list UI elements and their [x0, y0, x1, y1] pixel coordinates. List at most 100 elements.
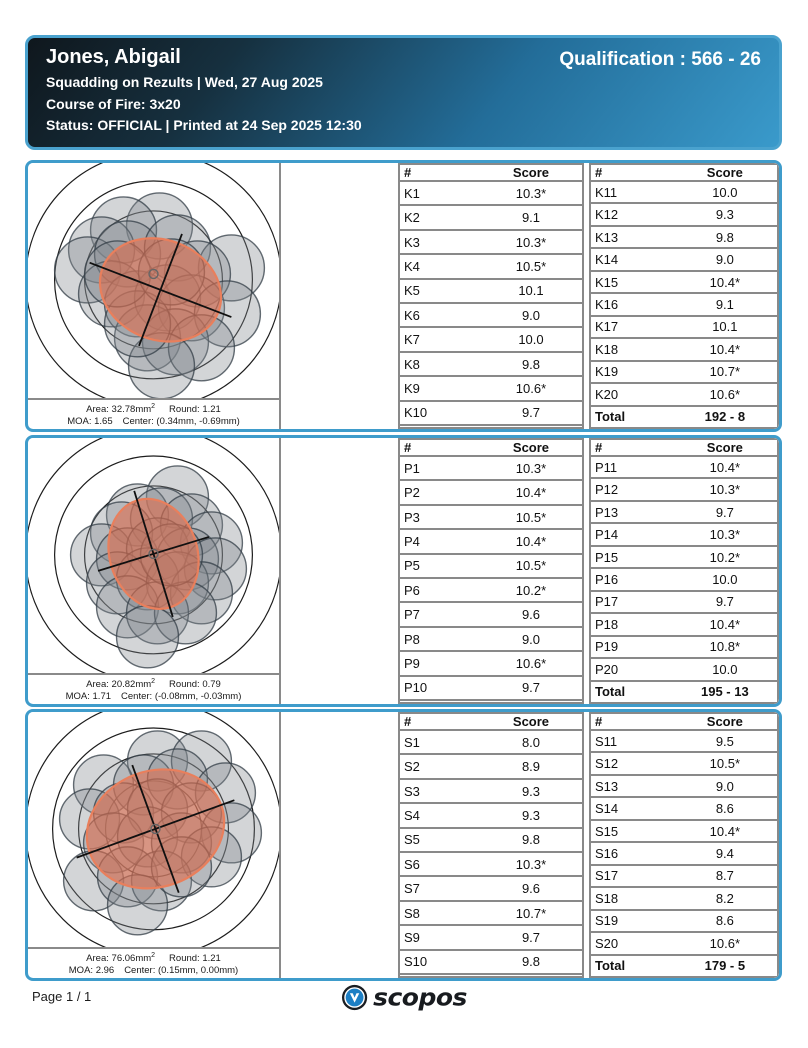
shot-score: 10.6* [672, 382, 779, 407]
score-row: P15 10.2* [589, 544, 779, 570]
score-row: P10 9.7 [398, 674, 585, 702]
shot-id: K12 [589, 202, 673, 227]
shot-score: 9.8 [479, 948, 585, 976]
shot-id: S19 [589, 908, 673, 934]
score-row: K2 9.1 [398, 204, 585, 231]
score-row: P13 9.7 [589, 499, 779, 525]
stats-line-1: Area: 20.82mm2 Round: 0.79 [86, 677, 221, 690]
shot-number-header: # [589, 712, 673, 731]
shot-group-plot [28, 163, 279, 398]
score-row: K11 10.0 [589, 179, 779, 205]
shot-id: K17 [589, 314, 673, 340]
round-label: Round: [169, 678, 200, 690]
empty-row [398, 699, 584, 704]
shot-id: K3 [398, 228, 480, 256]
score-row: P20 10.0 [589, 657, 779, 682]
score-row: S2 8.9 [398, 753, 585, 780]
score-row: P2 10.4* [398, 479, 585, 506]
score-row: S18 8.2 [589, 886, 779, 911]
shot-id: P18 [589, 612, 673, 637]
shot-score: 10.2* [672, 544, 779, 570]
shot-id: K6 [398, 302, 480, 329]
empty-cell [398, 973, 584, 978]
shot-id: S16 [589, 841, 673, 866]
shot-id: K13 [589, 224, 673, 250]
shot-id: P10 [398, 674, 480, 702]
score-header: Score [672, 712, 779, 731]
score-row: S3 9.3 [398, 777, 585, 805]
shot-score: 10.3* [479, 454, 585, 482]
empty-cell [398, 424, 584, 429]
shot-score: 10.0 [672, 657, 779, 682]
shot-score: 8.0 [479, 728, 585, 756]
score-row: P7 9.6 [398, 601, 585, 628]
score-row: P3 10.5* [398, 503, 585, 531]
status-line: Status: OFFICIAL | Printed at 24 Sep 202… [46, 117, 362, 134]
score-row: S5 9.8 [398, 826, 585, 854]
round-value: 1.21 [202, 952, 221, 964]
score-row: P8 9.0 [398, 625, 585, 653]
shot-id: S6 [398, 851, 480, 878]
empty-cell [398, 699, 584, 704]
series-section-prone: Area: 20.82mm2 Round: 0.79 MOA: 1.71 Cente… [25, 435, 782, 707]
shot-id: K15 [589, 269, 673, 295]
shot-score: 10.8* [672, 634, 779, 660]
score-row: K19 10.7* [589, 359, 779, 385]
score-row: K8 9.8 [398, 350, 585, 378]
target-panel: Area: 76.06mm2 Round: 1.21 MOA: 2.96 Cente… [28, 712, 281, 978]
shot-id: S15 [589, 818, 673, 844]
empty-row [398, 424, 584, 429]
shot-id: S13 [589, 773, 673, 799]
total-label: Total [589, 953, 673, 978]
athlete-name: Jones, Abigail [46, 46, 181, 68]
total-row: Total 192 - 8 [589, 404, 779, 429]
shot-score: 9.8 [479, 350, 585, 378]
stats-line-2: MOA: 1.71 Center: (-0.08mm, -0.03mm) [28, 691, 279, 704]
shot-id: S20 [589, 931, 673, 956]
area-value: 76.06 [111, 952, 136, 964]
score-row: S19 8.6 [589, 908, 779, 934]
score-row: K15 10.4* [589, 269, 779, 295]
shot-id: S4 [398, 802, 480, 829]
shot-score: 10.3* [479, 851, 585, 878]
shot-score: 9.8 [479, 826, 585, 854]
shot-score: 9.1 [672, 292, 779, 317]
spacer [281, 163, 398, 429]
spacer [281, 712, 398, 978]
shot-id: S7 [398, 875, 480, 902]
shot-id: K8 [398, 350, 480, 378]
score-row: P1 10.3* [398, 454, 585, 482]
score-row: K12 9.3 [589, 202, 779, 227]
score-row: S16 9.4 [589, 841, 779, 866]
target-panel: Area: 32.78mm2 Round: 1.21 MOA: 1.65 Cente… [28, 163, 281, 429]
score-row: K6 9.0 [398, 302, 585, 329]
shot-id: S1 [398, 728, 480, 756]
score-row: S11 9.5 [589, 728, 779, 754]
score-row: K14 9.0 [589, 247, 779, 272]
round-label: Round: [169, 403, 200, 415]
shot-score: 9.3 [672, 202, 779, 227]
score-table-shots-1-10: # Score K1 10.3* K2 9.1 K3 10.3* K4 10.5* K5 10.1… [398, 163, 585, 429]
group-stats: Area: 76.06mm2 Round: 1.21 MOA: 2.96 Cente… [28, 946, 279, 978]
shot-score: 9.7 [672, 589, 779, 615]
scopos-logo: scopos [341, 983, 467, 1012]
shot-id: P17 [589, 589, 673, 615]
score-row: P11 10.4* [589, 454, 779, 480]
shot-score: 10.4* [672, 818, 779, 844]
shot-id: P2 [398, 479, 480, 506]
shot-score: 10.4* [672, 454, 779, 480]
round-label: Round: [169, 952, 200, 964]
score-row: P14 10.3* [589, 522, 779, 547]
shot-number-header: # [398, 438, 480, 457]
shot-score: 10.4* [672, 269, 779, 295]
total-value: 195 - 13 [672, 679, 779, 704]
score-row: S10 9.8 [398, 948, 585, 976]
stats-line-2: MOA: 1.65 Center: (0.34mm, -0.69mm) [28, 416, 279, 429]
shot-id: P9 [398, 650, 480, 677]
total-value: 192 - 8 [672, 404, 779, 429]
shot-score: 9.7 [479, 924, 585, 951]
shot-id: S3 [398, 777, 480, 805]
score-row: S14 8.6 [589, 796, 779, 821]
score-header-row: # Score [589, 438, 779, 457]
